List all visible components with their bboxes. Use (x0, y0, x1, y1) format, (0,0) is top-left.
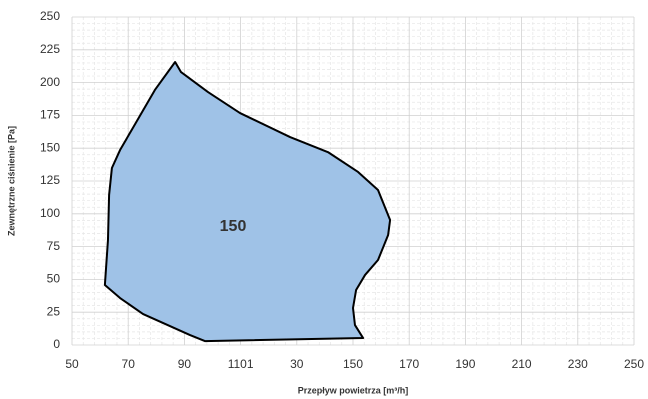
y-tick-label: 225 (40, 42, 60, 56)
y-tick-label: 25 (47, 304, 61, 318)
y-tick-label: 75 (47, 239, 61, 253)
y-tick-label: 50 (47, 272, 61, 286)
y-tick-label: 250 (40, 9, 60, 23)
x-axis-title: Przepływ powietrza [m³/h] (298, 385, 409, 395)
x-tick-label: 230 (568, 357, 588, 371)
x-tick-label: 190 (455, 357, 475, 371)
x-tick-label: 30 (290, 357, 304, 371)
y-tick-label: 200 (40, 75, 60, 89)
x-tick-label: 150 (343, 357, 363, 371)
y-tick-label: 100 (40, 206, 60, 220)
x-tick-label: 50 (65, 357, 79, 371)
area (103, 61, 392, 343)
x-tick-label: 90 (178, 357, 192, 371)
x-tick-label: 210 (512, 357, 532, 371)
x-tick-label: 70 (122, 357, 136, 371)
x-tick-label: 1101 (228, 357, 254, 371)
x-tick-label: 250 (624, 357, 644, 371)
annotation: 150 (220, 218, 247, 235)
y-tick-label: 125 (40, 173, 60, 187)
y-tick-label: 150 (40, 140, 60, 154)
x-tick-label: 170 (399, 357, 419, 371)
y-tick-label: 0 (53, 337, 60, 351)
y-axis-title: Zewnętrzne ciśnienie [Pa] (6, 126, 16, 236)
y-tick-label: 175 (40, 108, 60, 122)
